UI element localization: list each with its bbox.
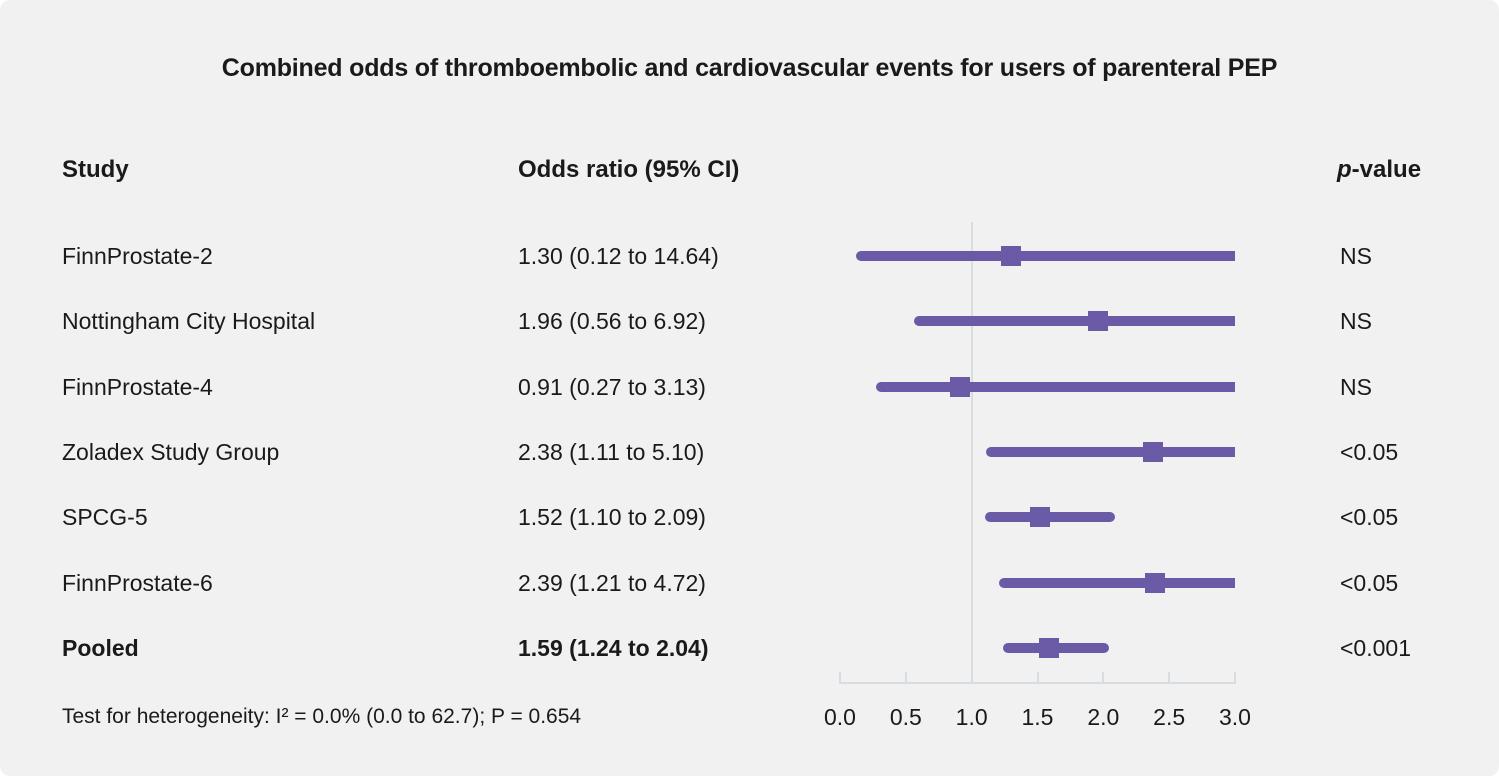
study-label: FinnProstate-2 [62,243,213,269]
study-label: Zoladex Study Group [62,438,280,465]
odds-ratio-marker [1030,507,1051,528]
p-value-header-suffix: -value [1351,156,1422,183]
odds-ratio-marker [1144,572,1165,593]
p-value-label: NS [1340,308,1372,335]
p-value-label: <0.05 [1340,438,1399,465]
odds-ratio-ci-label: 2.39 (1.21 to 4.72) [518,569,706,596]
x-axis-tick [1168,672,1171,682]
x-axis-tick [839,672,841,682]
heterogeneity-footnote: Test for heterogeneity: I² = 0.0% (0.0 t… [62,705,582,728]
odds-ratio-ci-label: 2.38 (1.11 to 5.10) [518,438,705,465]
x-axis-tick [904,672,907,682]
x-axis-line [839,682,1236,684]
p-value-label: <0.05 [1340,504,1399,531]
confidence-interval-line [855,251,1235,261]
p-value-header-italic-p: p [1337,156,1352,183]
odds-ratio-ci-label: 1.30 (0.12 to 14.64) [518,243,719,269]
column-header-p-value: p-value [1337,154,1421,186]
p-value-label: NS [1340,373,1372,400]
p-value-label: NS [1340,243,1372,269]
x-axis-tick-label: 2.5 [1153,704,1186,730]
odds-ratio-marker [949,376,970,397]
x-axis-tick-label: 0.0 [824,704,856,730]
column-header-odds-ratio: Odds ratio (95% CI) [518,156,740,183]
odds-ratio-marker [1001,246,1022,266]
odds-ratio-marker [1088,311,1109,332]
study-label: FinnProstate-4 [62,373,213,400]
study-label: Nottingham City Hospital [62,308,316,335]
reference-line [970,222,973,683]
p-value-label: <0.05 [1340,569,1399,596]
x-axis-tick-label: 1.0 [955,704,988,730]
odds-ratio-marker [1039,637,1060,658]
figure-title: Combined odds of thromboembolic and card… [221,54,1278,82]
x-axis-tick-label: 2.0 [1087,704,1120,730]
confidence-interval-line [999,577,1235,588]
study-label: Pooled [62,634,139,661]
x-axis-tick [970,672,973,682]
x-axis-tick-label: 1.5 [1021,704,1054,730]
odds-ratio-ci-label: 0.91 (0.27 to 3.13) [518,373,706,400]
study-label: SPCG-5 [62,504,148,531]
x-axis-tick [1234,672,1236,682]
confidence-interval-line [875,381,1235,392]
x-axis-tick [1036,672,1039,682]
p-value-label: <0.001 [1340,634,1411,661]
confidence-interval-line [913,316,1235,327]
x-axis-tick-label: 3.0 [1219,704,1251,730]
study-label: FinnProstate-6 [62,569,213,596]
odds-ratio-ci-label: 1.96 (0.56 to 6.92) [518,308,706,335]
x-axis-tick-label: 0.5 [889,704,922,730]
odds-ratio-marker [1143,441,1164,462]
confidence-interval-line [986,446,1235,457]
odds-ratio-ci-label: 1.59 (1.24 to 2.04) [518,634,709,661]
x-axis-tick [1102,672,1105,682]
odds-ratio-ci-label: 1.52 (1.10 to 2.09) [518,504,706,531]
column-header-study: Study [62,156,129,183]
